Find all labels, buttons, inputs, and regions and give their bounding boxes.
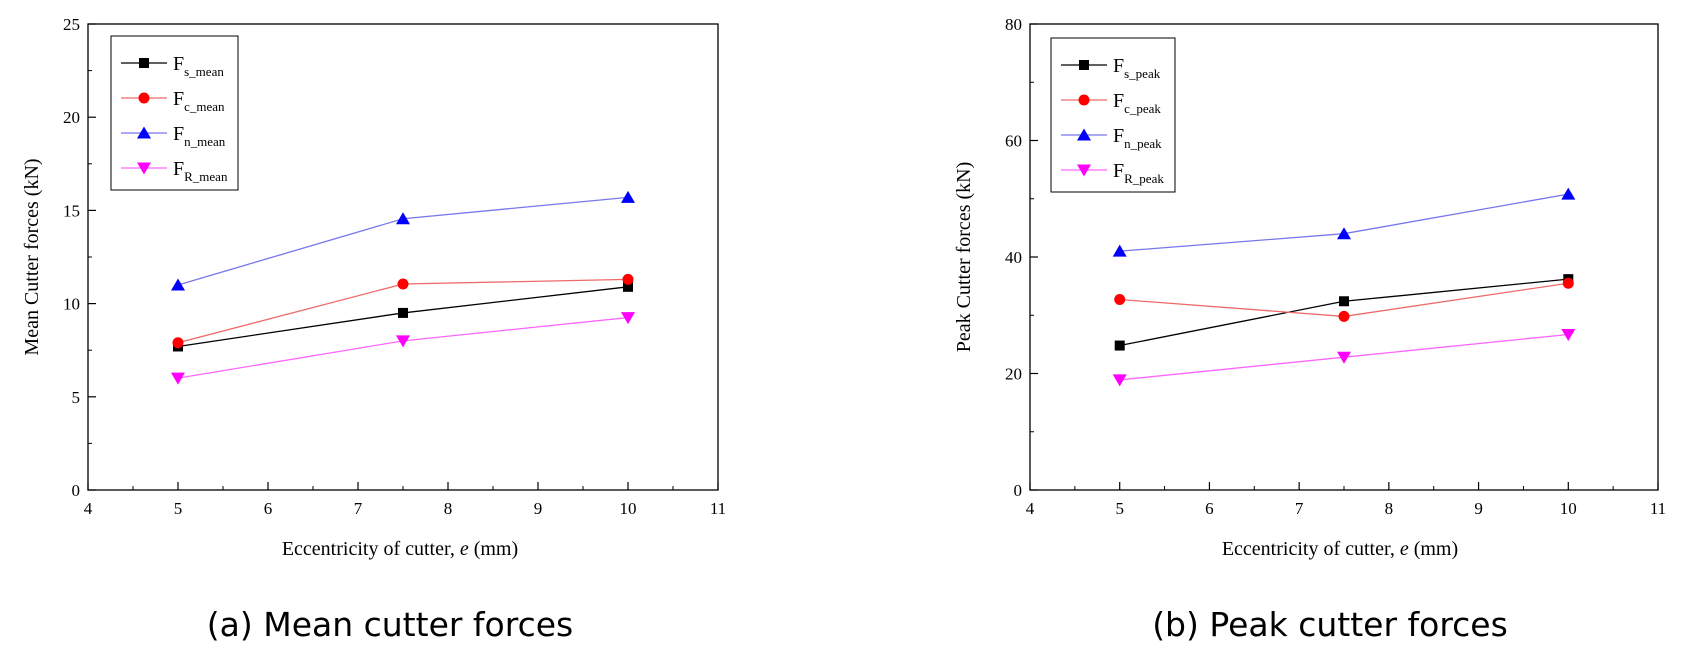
y-tick-label: 40 (1005, 248, 1022, 267)
legend-marker-c_mean (138, 92, 150, 104)
y-tick-label: 20 (63, 108, 80, 127)
x-tick-label: 5 (174, 499, 183, 518)
y-tick-label: 0 (1014, 481, 1023, 500)
data-point-n_peak (1112, 244, 1127, 257)
legend-label-s_mean: Fs_mean (173, 53, 224, 79)
series-line-n_mean (177, 196, 629, 286)
legend-marker-s_mean (139, 58, 149, 68)
legend-label-c_peak: Fc_peak (1113, 90, 1161, 116)
data-point-n_peak (1561, 187, 1576, 200)
data-point-R_mean (396, 335, 410, 348)
legend-box (1050, 37, 1176, 193)
chart-panel-1: 4 5 6 7 8 9 10 11 0 20 40 60 80 Eccentricity of cutte… (953, 15, 1666, 644)
x-tick-label: 6 (1205, 499, 1214, 518)
legend: Fs_peak Fc_peak Fn_peak FR_peak (1050, 37, 1176, 193)
data-point-c_peak (1114, 294, 1126, 306)
data-point-s_peak (1339, 296, 1349, 307)
x-tick-label: 7 (354, 499, 363, 518)
x-axis-label: Eccentricity of cutter, e (mm) (282, 538, 518, 560)
data-point-c_mean (172, 337, 184, 349)
data-point-n_mean (621, 190, 635, 203)
y-tick-label: 20 (1005, 365, 1022, 384)
series-line-R_mean (177, 316, 629, 379)
data-point-R_peak (1112, 374, 1127, 387)
legend-label-R_peak: FR_peak (1113, 160, 1164, 186)
data-point-n_mean (171, 278, 185, 291)
chart-panel-0: 4 5 6 7 8 9 10 11 0 5 10 15 20 25 Eccentricity of cutt… (21, 15, 726, 644)
x-tick-label: 11 (710, 499, 726, 518)
x-tick-label: 4 (1026, 499, 1035, 518)
data-point-s_mean (398, 307, 408, 318)
legend-marker-s_peak (1079, 60, 1089, 70)
data-point-n_peak (1337, 227, 1351, 240)
legend-box (110, 35, 239, 191)
figure-caption: (a) Mean cutter forces (207, 605, 573, 644)
data-point-s_peak (1114, 340, 1125, 351)
legend-label-n_mean: Fn_mean (173, 123, 226, 149)
data-point-R_peak (1561, 328, 1576, 341)
data-point-c_peak (1338, 310, 1350, 322)
legend-label-R_mean: FR_mean (173, 158, 228, 184)
data-point-R_mean (621, 312, 635, 325)
legend-label-n_peak: Fn_peak (1113, 125, 1162, 151)
figure-caption: (b) Peak cutter forces (1152, 605, 1508, 644)
data-point-c_mean (397, 278, 409, 290)
x-tick-label: 10 (1560, 499, 1577, 518)
x-axis-label: Eccentricity of cutter, e (mm) (1222, 538, 1458, 560)
x-tick-label: 5 (1115, 499, 1124, 518)
y-axis-label: Peak Cutter forces (kN) (953, 162, 975, 353)
y-tick-label: 15 (63, 201, 80, 220)
legend-marker-n_mean (137, 126, 151, 139)
legend-label-c_mean: Fc_mean (173, 88, 225, 114)
x-tick-label: 11 (1650, 499, 1666, 518)
legend-marker-R_mean (137, 162, 151, 175)
x-tick-label: 8 (1385, 499, 1394, 518)
data-point-s_mean (623, 281, 633, 292)
x-tick-label: 8 (444, 499, 453, 518)
y-tick-label: 25 (63, 15, 80, 34)
y-tick-label: 80 (1005, 15, 1022, 34)
legend: Fs_mean Fc_mean Fn_mean FR_mean (110, 35, 239, 191)
x-tick-label: 10 (620, 499, 637, 518)
data-point-n_mean (396, 212, 410, 225)
y-axis-label: Mean Cutter forces (kN) (21, 158, 43, 355)
y-tick-label: 5 (72, 388, 81, 407)
legend-marker-n_peak (1077, 128, 1091, 141)
data-point-R_peak (1337, 351, 1351, 364)
x-tick-label: 9 (534, 499, 543, 518)
x-tick-label: 6 (264, 499, 273, 518)
legend-marker-c_peak (1078, 94, 1090, 106)
data-point-R_mean (171, 372, 185, 385)
series-line-n_peak (1119, 193, 1569, 252)
legend-label-s_peak: Fs_peak (1113, 55, 1161, 81)
x-tick-label: 7 (1295, 499, 1304, 518)
legend-marker-R_peak (1077, 164, 1091, 177)
y-tick-label: 10 (63, 295, 80, 314)
y-tick-label: 0 (72, 481, 81, 500)
data-point-c_peak (1562, 277, 1574, 289)
data-point-c_mean (622, 273, 634, 285)
y-tick-label: 60 (1005, 132, 1022, 151)
x-tick-label: 9 (1474, 499, 1483, 518)
x-tick-label: 4 (84, 499, 93, 518)
